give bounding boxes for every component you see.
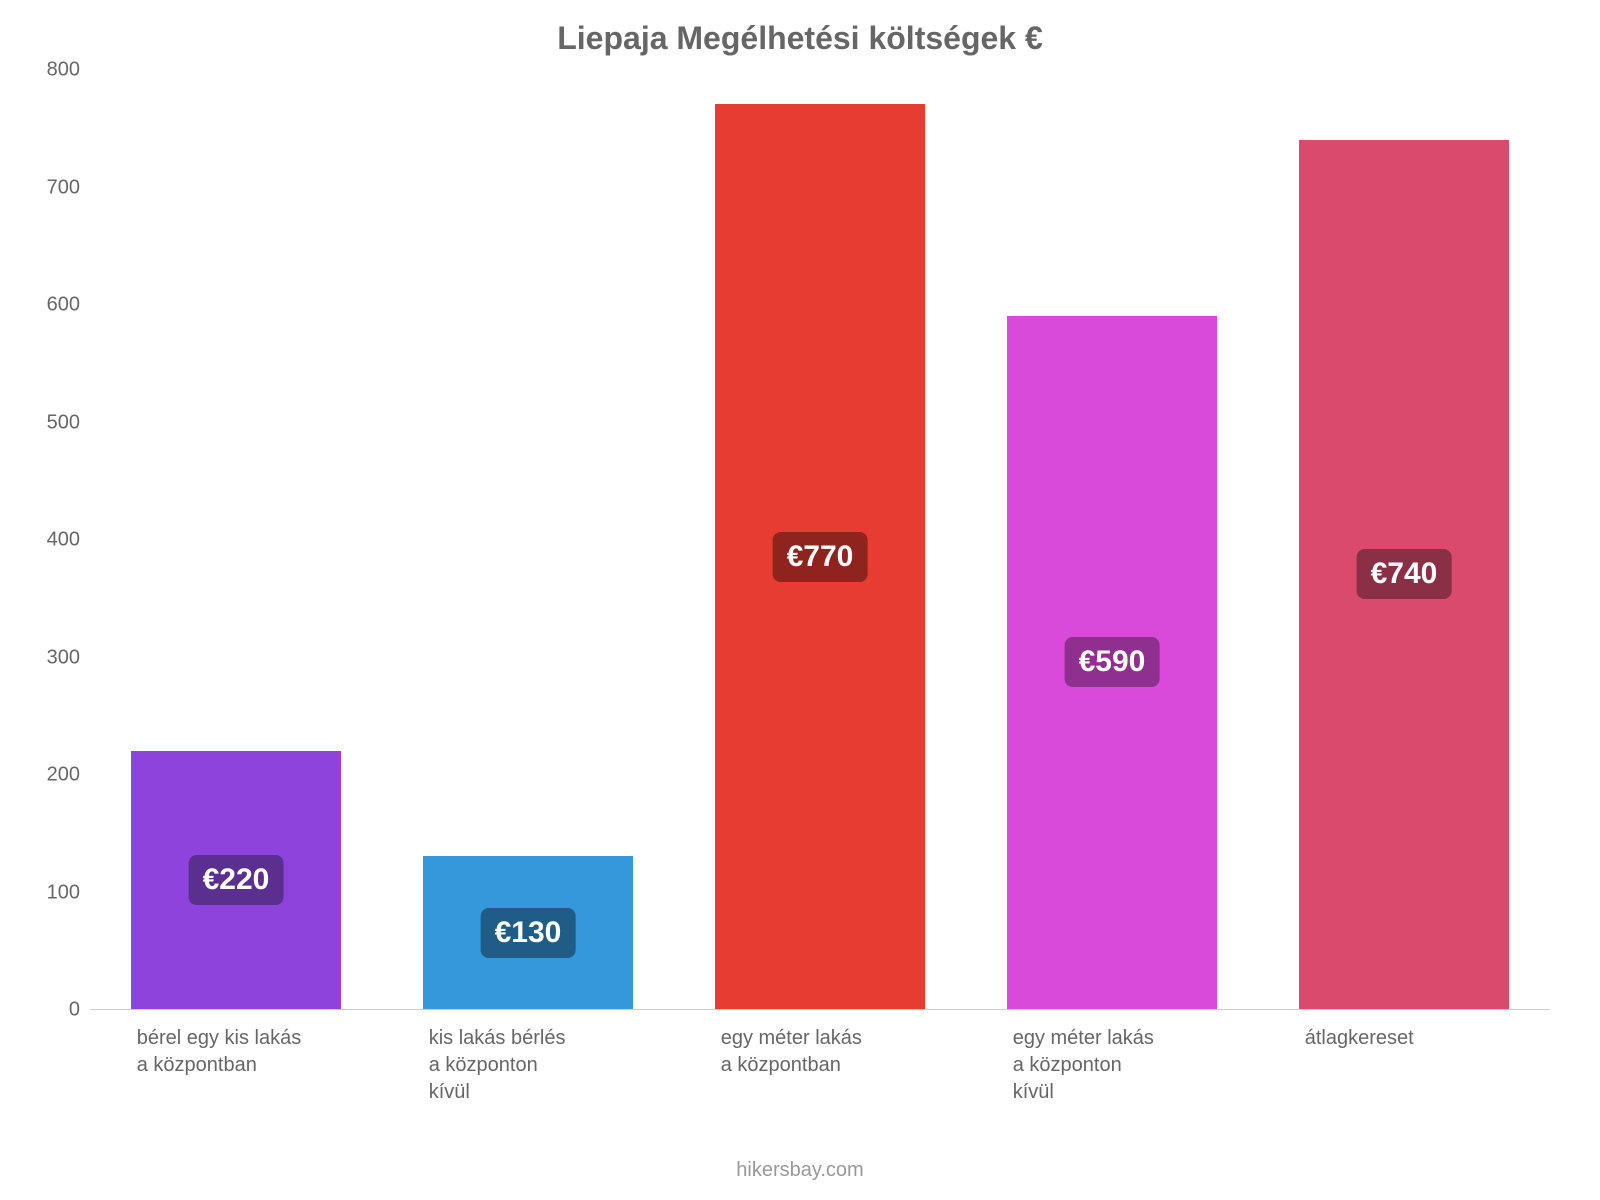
y-tick-label: 400 [30, 529, 80, 552]
bar: €740 [1299, 140, 1509, 1010]
bar-value-badge: €590 [1065, 637, 1160, 687]
x-tick-label: egy méter lakása központban [721, 1025, 931, 1079]
plot-area: 0100200300400500600700800€220€130€770€59… [90, 70, 1550, 1010]
bar: €770 [715, 104, 925, 1009]
chart-container: Liepaja Megélhetési költségek € 0 100 200 3… [0, 0, 1600, 1200]
y-tick-label: 800 [30, 59, 80, 82]
bar: €590 [1007, 316, 1217, 1009]
bar-value-badge: €770 [773, 532, 868, 582]
y-tick-label: 500 [30, 411, 80, 434]
y-tick-label: 700 [30, 176, 80, 199]
bar: €220 [131, 751, 341, 1010]
y-tick-label: 600 [30, 294, 80, 317]
y-tick-label: 0 [30, 999, 80, 1022]
y-tick-label: 100 [30, 881, 80, 904]
x-tick-label: kis lakás bérlésa központonkívül [429, 1025, 639, 1106]
y-tick-label: 200 [30, 764, 80, 787]
y-tick-label: 300 [30, 646, 80, 669]
x-tick-label: bérel egy kis lakása központban [137, 1025, 347, 1079]
bar: €130 [423, 856, 633, 1009]
bar-value-badge: €220 [189, 855, 284, 905]
x-axis-labels: bérel egy kis lakása központban kis lakás… [90, 1015, 1550, 1145]
bar-value-badge: €740 [1357, 549, 1452, 599]
x-tick-label: átlagkereset [1305, 1025, 1515, 1052]
credit-text: hikersbay.com [0, 1159, 1600, 1182]
chart-title: Liepaja Megélhetési költségek € [0, 20, 1600, 57]
bar-value-badge: €130 [481, 908, 576, 958]
x-tick-label: egy méter lakása központonkívül [1013, 1025, 1223, 1106]
